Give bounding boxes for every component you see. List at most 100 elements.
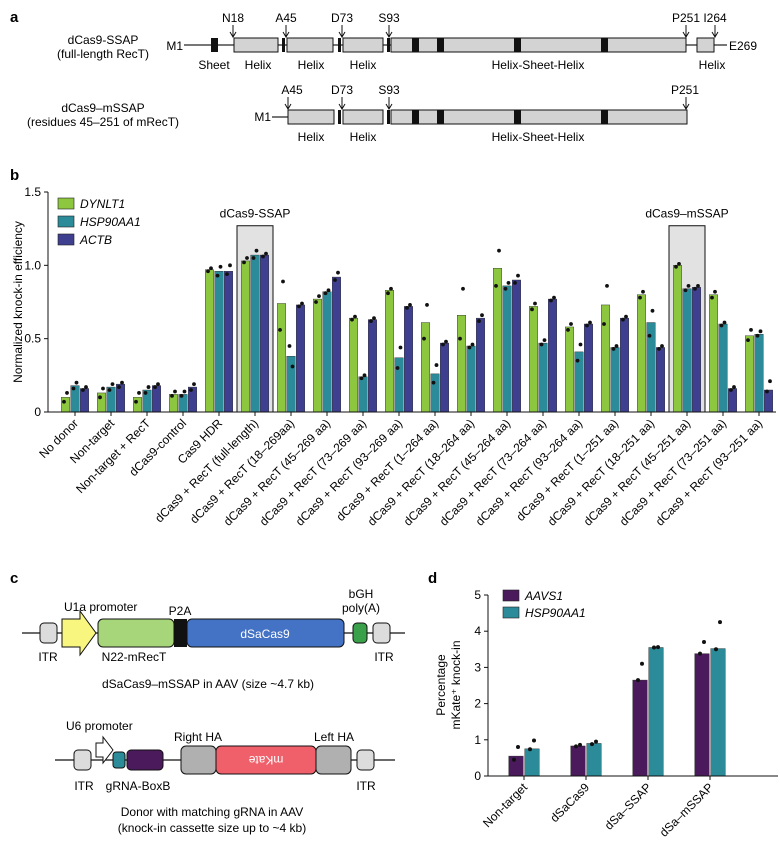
marker2-a45: A45 [281, 83, 303, 97]
panel-d: d 0 1 2 3 4 5 Non-target dSaCas9 dSa–SSAP dSa–mS… [428, 570, 778, 840]
construct2-name: dCas9–mSSAP [61, 101, 144, 115]
dot-dynlt1-18-0 [710, 295, 714, 300]
dot-hsp90aa1-7-0 [323, 291, 328, 296]
aav2-itr-right-label: ITR [356, 779, 376, 793]
chart-d-bars [508, 647, 726, 777]
bar-dynlt1-8 [349, 317, 358, 413]
aav1-polya-label: poly(A) [342, 601, 380, 615]
construct2-bar-1 [338, 110, 341, 124]
dot-actb-6-1 [300, 301, 304, 306]
chart-b: 0 0.5 1.0 1.5 No donorNon-targetNon-target … [11, 185, 776, 529]
dot-dynlt1-7-0 [314, 300, 318, 304]
dot-dynlt1-4-1 [209, 266, 213, 271]
dot-actb-8-1 [372, 316, 376, 321]
panel-b: b 0 0.5 1.0 1.5 No donorNon-targetNon-targe… [10, 167, 776, 529]
chart-d-legend: AAVS1 HSP90AA1 [502, 589, 586, 620]
aav2-itr-left [73, 749, 92, 771]
dot-dynlt1-19-1 [749, 327, 753, 332]
dot-d-aavs1-2-0 [636, 678, 640, 683]
dot-dynlt1-11-0 [458, 336, 462, 341]
aav2-right-ha-label: Right HA [174, 730, 222, 744]
dot-actb-7-0 [333, 278, 337, 282]
construct2-markers: A45 D73 S93 P251 [281, 83, 699, 110]
bar-d-hsp90aa1-0 [524, 748, 540, 777]
chart-b-y-tick-label-1: 0.5 [24, 332, 41, 346]
dot-hsp90aa1-4-0 [215, 273, 220, 278]
construct1-subtitle: (full-length RecT) [57, 47, 149, 61]
dot-hsp90aa1-6-0 [287, 344, 292, 348]
aav2-itr-left-label: ITR [74, 779, 94, 793]
dot-dynlt1-8-0 [350, 317, 354, 322]
marker2-p251: P251 [671, 83, 699, 97]
dot-actb-13-0 [549, 298, 553, 303]
chart-d-x-label-dsa-mssap: dSa–mSSAP [657, 780, 716, 839]
bar-actb-7 [332, 276, 341, 413]
dot-hsp90aa1-11-1 [470, 342, 475, 347]
bar-hsp90aa1-9 [394, 357, 404, 413]
dot-actb-15-0 [621, 317, 625, 322]
dot-dynlt1-16-0 [638, 295, 642, 300]
bar-actb-2 [152, 385, 161, 413]
dot-dynlt1-17-1 [677, 261, 681, 266]
dot-actb-6-0 [297, 304, 301, 309]
chart-b-y-tick-label-3: 1.5 [24, 185, 41, 199]
chart-b-axes [47, 192, 776, 413]
bar-actb-10 [440, 342, 449, 413]
dot-hsp90aa1-6-1 [290, 364, 295, 369]
chart-d-y-axis-label-line1: Percentage [434, 654, 448, 716]
dot-actb-4-1 [228, 263, 232, 268]
dot-d-hsp90aa1-2-1 [656, 645, 660, 650]
construct2-subtitle: (residues 45–251 of mRecT) [27, 115, 179, 129]
aav2-mkate-label: mKate [248, 753, 283, 767]
aav2-boxb-box [126, 749, 164, 771]
construct1-bar-3 [387, 38, 390, 52]
chart-d-dots [512, 620, 722, 762]
bar-dynlt1-12 [493, 268, 502, 413]
construct2-hsh-sheet-3 [514, 110, 521, 124]
bar-actb-14 [584, 323, 593, 413]
dot-dynlt1-6-1 [281, 279, 285, 284]
construct1-marker-arrows [229, 25, 719, 38]
bar-hsp90aa1-4 [214, 271, 224, 413]
dot-hsp90aa1-19-0 [755, 333, 760, 338]
dot-hsp90aa1-10-1 [434, 363, 439, 367]
construct1-markers: N18 A45 D73 S93 P251 I264 [222, 11, 727, 38]
dot-dynlt1-12-0 [494, 283, 498, 288]
dot-hsp90aa1-11-0 [467, 345, 472, 350]
bar-dynlt1-16 [637, 294, 646, 413]
panel-label-a: a [10, 9, 19, 26]
aav1-mrect-label: N22-mRecT [102, 650, 167, 664]
construct1-helix-box-4 [696, 37, 715, 53]
dot-dynlt1-2-0 [134, 399, 138, 404]
aav2-right-ha-box [180, 745, 217, 775]
marker2-d73: D73 [331, 83, 353, 97]
dot-actb-19-1 [768, 379, 772, 384]
bar-hsp90aa1-6 [286, 356, 296, 413]
bar-actb-0 [80, 388, 89, 413]
chart-d-y-tick-label-2: 2 [474, 697, 481, 711]
dot-actb-2-0 [153, 385, 157, 389]
chart-d-x-label-dsa-ssap: dSa–SSAP [602, 780, 654, 832]
dot-dynlt1-13-0 [530, 307, 534, 312]
dot-dynlt1-9-0 [386, 291, 390, 296]
bar-dynlt1-0 [61, 397, 70, 413]
dot-actb-15-1 [624, 314, 628, 319]
aav1-caption: dSaCas9–mSSAP in AAV (size ~4.7 kb) [102, 677, 314, 691]
dot-dynlt1-5-1 [245, 256, 249, 260]
dot-hsp90aa1-3-0 [179, 393, 184, 398]
chart-d-y-tick-label-3: 3 [474, 660, 481, 674]
bar-hsp90aa1-7 [322, 291, 332, 413]
construct2-helix-box-2 [342, 109, 384, 125]
dot-d-aavs1-3-1 [702, 640, 706, 645]
marker-s93: S93 [378, 11, 400, 25]
panel-label-d: d [428, 570, 437, 587]
dot-hsp90aa1-17-0 [683, 288, 688, 293]
legend-d-label-aavs1: AAVS1 [524, 589, 563, 603]
chart-b-y-tick-label-2: 1.0 [24, 258, 41, 272]
dot-actb-3-1 [192, 382, 196, 387]
dot-dynlt1-6-0 [278, 327, 282, 332]
dot-dynlt1-3-0 [170, 393, 174, 398]
chart-d-x-labels: Non-target dSaCas9 dSa–SSAP dSa–mSSAP [480, 780, 716, 840]
dot-actb-16-1 [660, 344, 664, 348]
